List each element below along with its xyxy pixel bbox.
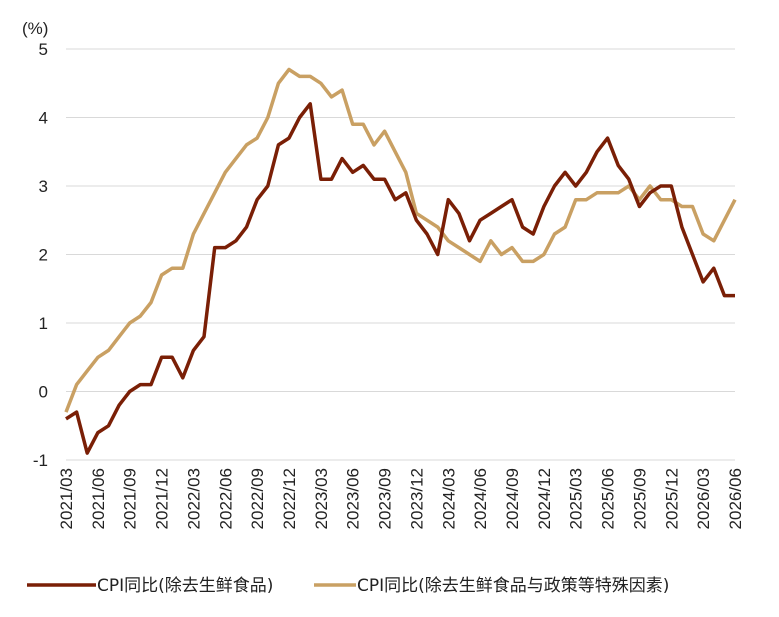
x-tick-label: 2024/03: [439, 468, 458, 529]
x-tick-label: 2026/06: [726, 468, 745, 529]
y-tick-label: 5: [39, 40, 48, 59]
x-tick-label: 2026/03: [694, 468, 713, 529]
legend: CPI同比(除去生鲜食品) CPI同比(除去生鲜食品与政策等特殊因素): [27, 576, 669, 596]
x-tick-label: 2024/12: [535, 468, 554, 529]
x-tick-label: 2022/12: [280, 468, 299, 529]
x-tick-label: 2024/09: [503, 468, 522, 529]
y-tick-label: -1: [33, 451, 48, 470]
legend-label-core-cpi-ex-policy: CPI同比(除去生鲜食品与政策等特殊因素): [357, 576, 669, 596]
x-tick-label: 2022/03: [184, 468, 203, 529]
series-line-core-cpi-ex-policy: [64, 67, 737, 413]
y-tick-label: 2: [39, 246, 48, 265]
legend-label-core-cpi: CPI同比(除去生鲜食品): [97, 576, 273, 596]
series-line-core-cpi: [65, 102, 735, 455]
x-tick-label: 2023/06: [344, 468, 363, 529]
y-tick-label: 4: [39, 109, 48, 128]
series-lines: [64, 67, 737, 455]
x-tick-label: 2022/06: [216, 468, 235, 529]
x-tick-label: 2021/03: [57, 468, 76, 529]
gridlines: [66, 48, 735, 461]
x-axis-ticks: 2021/03 2021/06 2021/09 2021/12 2022/03 2022/…: [57, 468, 745, 529]
x-tick-label: 2025/06: [599, 468, 618, 529]
x-tick-label: 2024/06: [471, 468, 490, 529]
y-tick-label: 1: [39, 314, 48, 333]
x-tick-label: 2023/12: [407, 468, 426, 529]
y-tick-label: 3: [39, 177, 48, 196]
y-axis-unit-label: (%): [22, 19, 48, 38]
x-tick-label: 2023/09: [376, 468, 395, 529]
x-tick-label: 2025/09: [630, 468, 649, 529]
x-tick-label: 2021/12: [153, 468, 172, 529]
x-tick-label: 2021/09: [121, 468, 140, 529]
y-axis-ticks: -1 0 1 2 3 4 5: [33, 40, 48, 470]
x-tick-label: 2021/06: [89, 468, 108, 529]
x-tick-label: 2022/09: [248, 468, 267, 529]
y-tick-label: 0: [39, 383, 48, 402]
x-tick-label: 2025/12: [662, 468, 681, 529]
x-tick-label: 2025/03: [567, 468, 586, 529]
x-tick-label: 2023/03: [312, 468, 331, 529]
